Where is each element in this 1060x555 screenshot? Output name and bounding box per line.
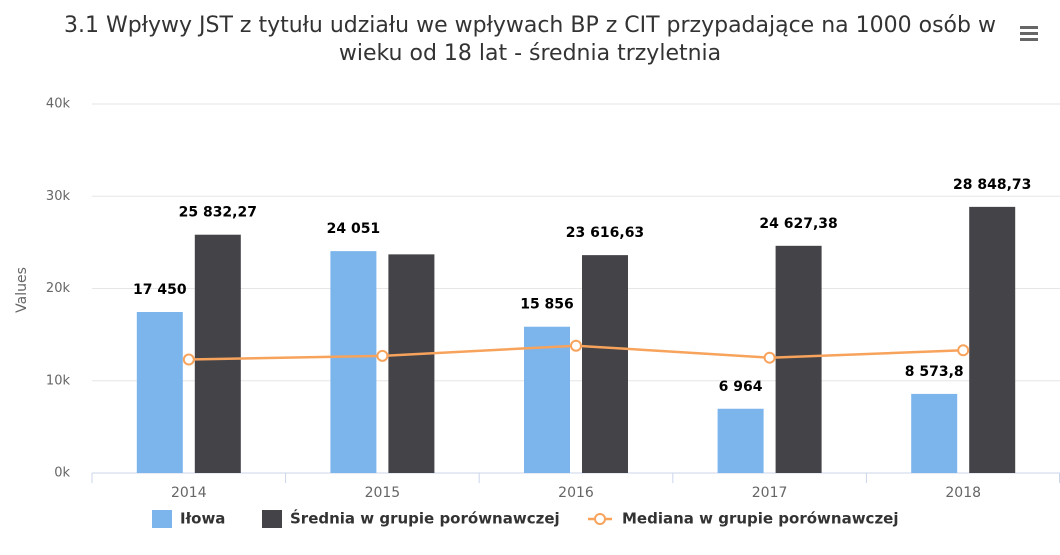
menu-bar xyxy=(1020,32,1038,35)
bar xyxy=(136,312,183,473)
x-tick-label: 2016 xyxy=(558,485,594,501)
chart-title: 3.1 Wpływy JST z tytułu udziału we wpływ… xyxy=(64,13,996,66)
line-marker xyxy=(570,339,582,352)
data-label: 8 573,8 xyxy=(905,364,964,380)
y-axis-label: Values xyxy=(14,267,30,313)
y-tick-label: 30k xyxy=(46,189,71,204)
data-label: 17 450 xyxy=(133,282,187,298)
y-tick-label: 40k xyxy=(46,97,71,112)
x-tick-label: 2015 xyxy=(365,485,401,501)
x-tick-label: 2017 xyxy=(752,485,788,501)
bar xyxy=(775,245,822,473)
data-label: 24 627,38 xyxy=(759,216,837,232)
legend-symbol xyxy=(262,510,282,528)
data-label: 25 832,27 xyxy=(179,205,257,221)
bar xyxy=(330,251,377,473)
legend-symbol xyxy=(594,513,606,525)
menu-bar xyxy=(1020,26,1038,29)
bar xyxy=(388,254,435,473)
bar xyxy=(911,393,958,473)
x-tick-label: 2014 xyxy=(171,485,207,501)
y-tick-label: 20k xyxy=(46,281,71,296)
data-label: 15 856 xyxy=(520,297,574,313)
line-marker xyxy=(376,349,389,362)
bar xyxy=(717,408,764,473)
y-tick-label: 10k xyxy=(46,373,71,388)
line-marker xyxy=(957,344,970,357)
bar xyxy=(524,326,570,473)
bar xyxy=(969,206,1016,473)
data-label: 6 964 xyxy=(719,379,763,395)
x-tick-label: 2018 xyxy=(945,485,981,501)
menu-icon[interactable] xyxy=(1020,26,1038,41)
line-marker xyxy=(182,353,195,366)
legend-label: Iłowa xyxy=(180,510,225,528)
data-label: 28 848,73 xyxy=(953,177,1031,193)
menu-bar xyxy=(1020,38,1038,41)
line-marker xyxy=(763,351,776,364)
y-tick-label: 0k xyxy=(54,466,70,481)
data-label: 24 051 xyxy=(327,221,381,237)
bar xyxy=(194,234,241,473)
legend-symbol xyxy=(152,510,172,528)
legend-label: Mediana w grupie porównawczej xyxy=(622,510,899,528)
data-label: 23 616,63 xyxy=(566,225,644,241)
bar xyxy=(582,255,628,473)
legend-label: Średnia w grupie porównawczej xyxy=(290,509,560,528)
